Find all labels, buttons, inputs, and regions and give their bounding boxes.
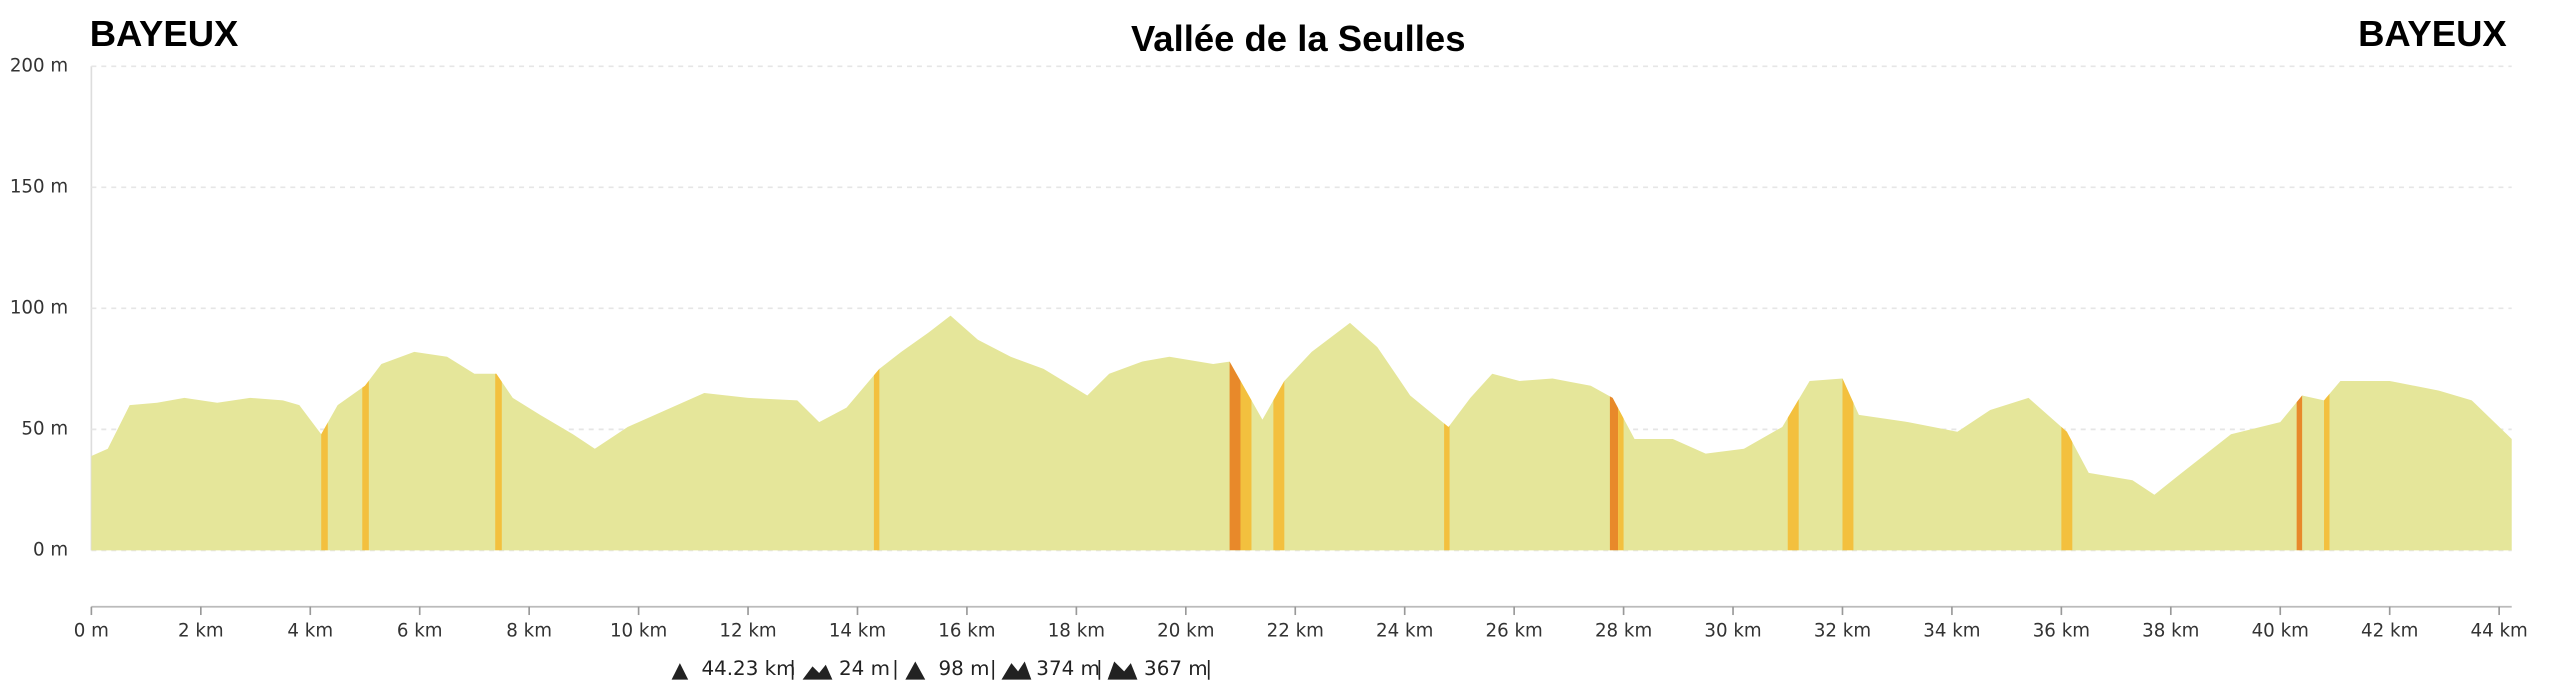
steep-section <box>321 315 328 551</box>
x-tick-label: 14 km <box>829 621 886 642</box>
x-tick-label: 16 km <box>938 621 995 642</box>
x-tick-label: 30 km <box>1704 621 1761 642</box>
icon <box>671 663 689 680</box>
x-tick-label: 42 km <box>2361 621 2418 642</box>
icon <box>1001 661 1032 680</box>
steep-section <box>1609 315 1619 551</box>
x-tick-label: 38 km <box>2142 621 2199 642</box>
x-tick-label: 10 km <box>610 621 667 642</box>
steep-section <box>1444 315 1450 551</box>
end-label: BAYEUX <box>2358 13 2507 54</box>
x-tick-label: 22 km <box>1267 621 1324 642</box>
separator: | <box>892 657 899 680</box>
stat-descent: 367 m <box>1144 657 1208 680</box>
separator: | <box>789 657 796 680</box>
start-label: BAYEUX <box>90 13 239 54</box>
steep-sections <box>321 315 2330 551</box>
y-tick-label: 200 m <box>10 55 68 76</box>
steep-section <box>1618 315 1624 551</box>
steep-section <box>2061 315 2073 551</box>
chart-title: Vallée de la Seulles <box>1131 18 1466 59</box>
x-tick-label: 8 km <box>506 621 552 642</box>
steep-section <box>1240 315 1252 551</box>
steep-section <box>1273 315 1285 551</box>
steep-section <box>1842 315 1854 551</box>
x-tick-label: 2 km <box>178 621 224 642</box>
stat-max: 98 m <box>939 657 990 680</box>
steep-section <box>2296 315 2303 551</box>
y-tick-label: 50 m <box>21 418 68 439</box>
x-tick-label: 24 km <box>1376 621 1433 642</box>
y-tick-label: 150 m <box>10 176 68 197</box>
stat-min: 24 m <box>839 657 890 680</box>
x-tick-label: 32 km <box>1814 621 1871 642</box>
plot: 0 m 50 m 100 m 150 m 200 m 0 m 2 km 4 km 6 km 8 k… <box>10 55 2528 641</box>
steep-section <box>2324 315 2330 551</box>
x-tick-label: 0 m <box>74 621 109 642</box>
y-tick-label: 100 m <box>10 297 68 318</box>
x-tick-label: 4 km <box>287 621 333 642</box>
y-tick-label: 0 m <box>33 539 68 560</box>
separator: | <box>990 657 997 680</box>
x-tick-label: 6 km <box>397 621 443 642</box>
x-tick-label: 20 km <box>1157 621 1214 642</box>
steep-section <box>1229 315 1241 551</box>
elevation-area <box>91 315 2512 551</box>
x-tick-label: 26 km <box>1486 621 1543 642</box>
steep-section <box>362 315 369 551</box>
steep-section <box>495 315 502 551</box>
x-tick-label: 36 km <box>2033 621 2090 642</box>
x-tick-label: 44 km <box>2470 621 2527 642</box>
steep-section <box>1787 315 1799 551</box>
separator: | <box>1096 657 1103 680</box>
x-tick-label: 28 km <box>1595 621 1652 642</box>
x-tick-label: 40 km <box>2252 621 2309 642</box>
steep-section <box>873 315 880 551</box>
stat-distance: 44.23 km <box>701 657 795 680</box>
x-tick-label: 18 km <box>1048 621 1105 642</box>
icon <box>1107 661 1138 680</box>
stats: 44.23 km | 24 m | 98 m | 374 m | 367 m | <box>671 657 1212 680</box>
x-tick-label: 12 km <box>719 621 776 642</box>
x-tick-label: 34 km <box>1923 621 1980 642</box>
icon <box>802 664 833 680</box>
icon <box>905 661 926 680</box>
stat-ascent: 374 m <box>1036 657 1100 680</box>
separator: | <box>1205 657 1212 680</box>
